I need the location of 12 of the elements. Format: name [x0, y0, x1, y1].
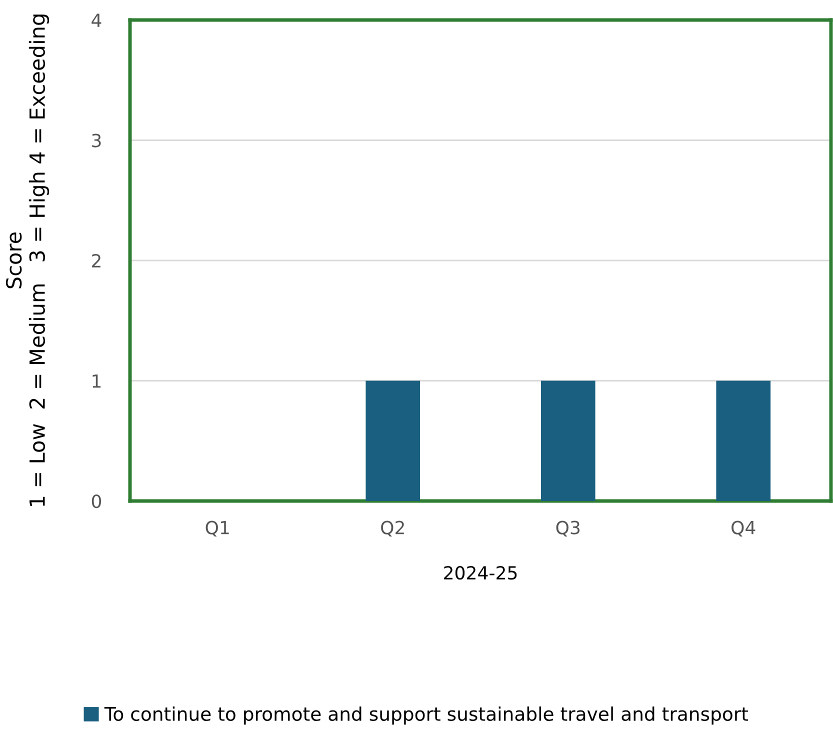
x-tick-label: Q3: [556, 520, 580, 536]
y-tick-label: 4: [92, 14, 102, 27]
x-tick-label: Q4: [732, 520, 756, 536]
legend-label: To continue to promote and support sustainable travel and transport: [104, 706, 748, 725]
x-tick-label: Q1: [206, 520, 229, 536]
y-tick-label: 0: [92, 494, 102, 508]
y-tick-label: 1: [92, 374, 101, 388]
x-axis-title: 2024-25: [444, 566, 517, 580]
y-axis-title: Score 1 = Low 2 = Medium 3 = High 4 = Exceeding: [6, 14, 50, 506]
y-tick-label: 2: [92, 254, 100, 268]
x-tick-label: Q2: [381, 520, 404, 536]
y-tick-label: 3: [92, 134, 101, 148]
